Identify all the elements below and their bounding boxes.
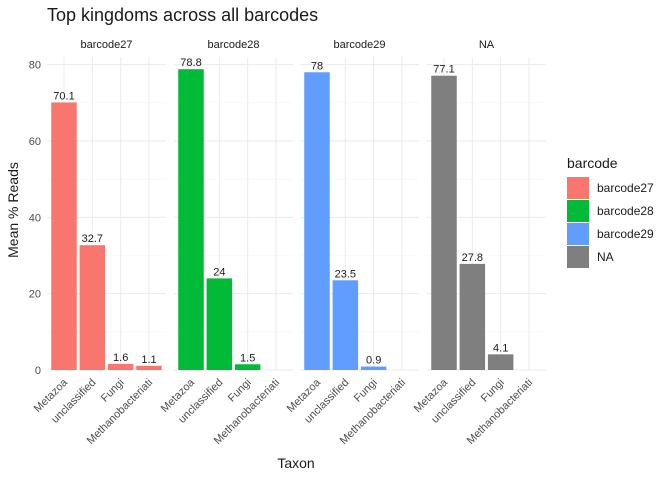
bar-unclassified [332, 280, 359, 370]
bar-methanobacteriati [136, 365, 162, 370]
bar-metazoa [51, 102, 77, 371]
legend-swatch [567, 177, 589, 199]
bar-metazoa [178, 69, 204, 371]
facet-strip-label: barcode27 [81, 39, 133, 51]
y-tick-label: 40 [29, 212, 41, 224]
data-label: 32.7 [82, 233, 103, 245]
legend-label: barcode29 [597, 227, 654, 241]
y-tick-label: 80 [29, 60, 41, 72]
facet-strip-label: barcode29 [334, 39, 386, 51]
data-label: 1.6 [113, 352, 128, 364]
data-label: 77.1 [433, 64, 454, 76]
facet-strip-label: NA [479, 39, 495, 51]
legend-swatch [567, 246, 589, 268]
legend-swatch [567, 223, 589, 245]
data-label: 78.8 [180, 57, 201, 69]
x-axis-title: Taxon [277, 455, 314, 471]
chart-title: Top kingdoms across all barcodes [47, 5, 318, 25]
legend-title: barcode [567, 155, 618, 171]
bar-metazoa [304, 72, 330, 370]
bar-unclassified [459, 263, 486, 370]
legend-label: barcode27 [597, 181, 654, 195]
legend-label: barcode28 [597, 204, 654, 218]
y-tick-label: 0 [35, 365, 41, 377]
legend: barcode barcode27 barcode28 barcode29 NA [567, 155, 654, 268]
data-label: 1.1 [141, 354, 156, 366]
bar-unclassified [79, 245, 106, 370]
bar-metazoa [431, 75, 457, 370]
facet-strip-label: barcode28 [208, 39, 260, 51]
legend-label: NA [597, 250, 614, 264]
y-axis-title: Mean % Reads [5, 162, 21, 258]
data-label: 1.5 [240, 352, 255, 364]
data-label: 24 [213, 266, 225, 278]
bar-fungi [107, 363, 134, 370]
y-tick-label: 60 [29, 136, 41, 148]
data-label: 78 [311, 60, 323, 72]
legend-swatch [567, 200, 589, 222]
data-label: 0.9 [366, 355, 381, 367]
data-label: 4.1 [493, 342, 508, 354]
data-label: 27.8 [462, 252, 483, 264]
data-label: 23.5 [335, 268, 356, 280]
bar-unclassified [206, 278, 233, 370]
bar-fungi [234, 364, 261, 370]
data-label: 70.1 [53, 90, 74, 102]
y-tick-label: 20 [29, 289, 41, 301]
bar-fungi [360, 366, 387, 370]
bar-fungi [487, 354, 514, 370]
